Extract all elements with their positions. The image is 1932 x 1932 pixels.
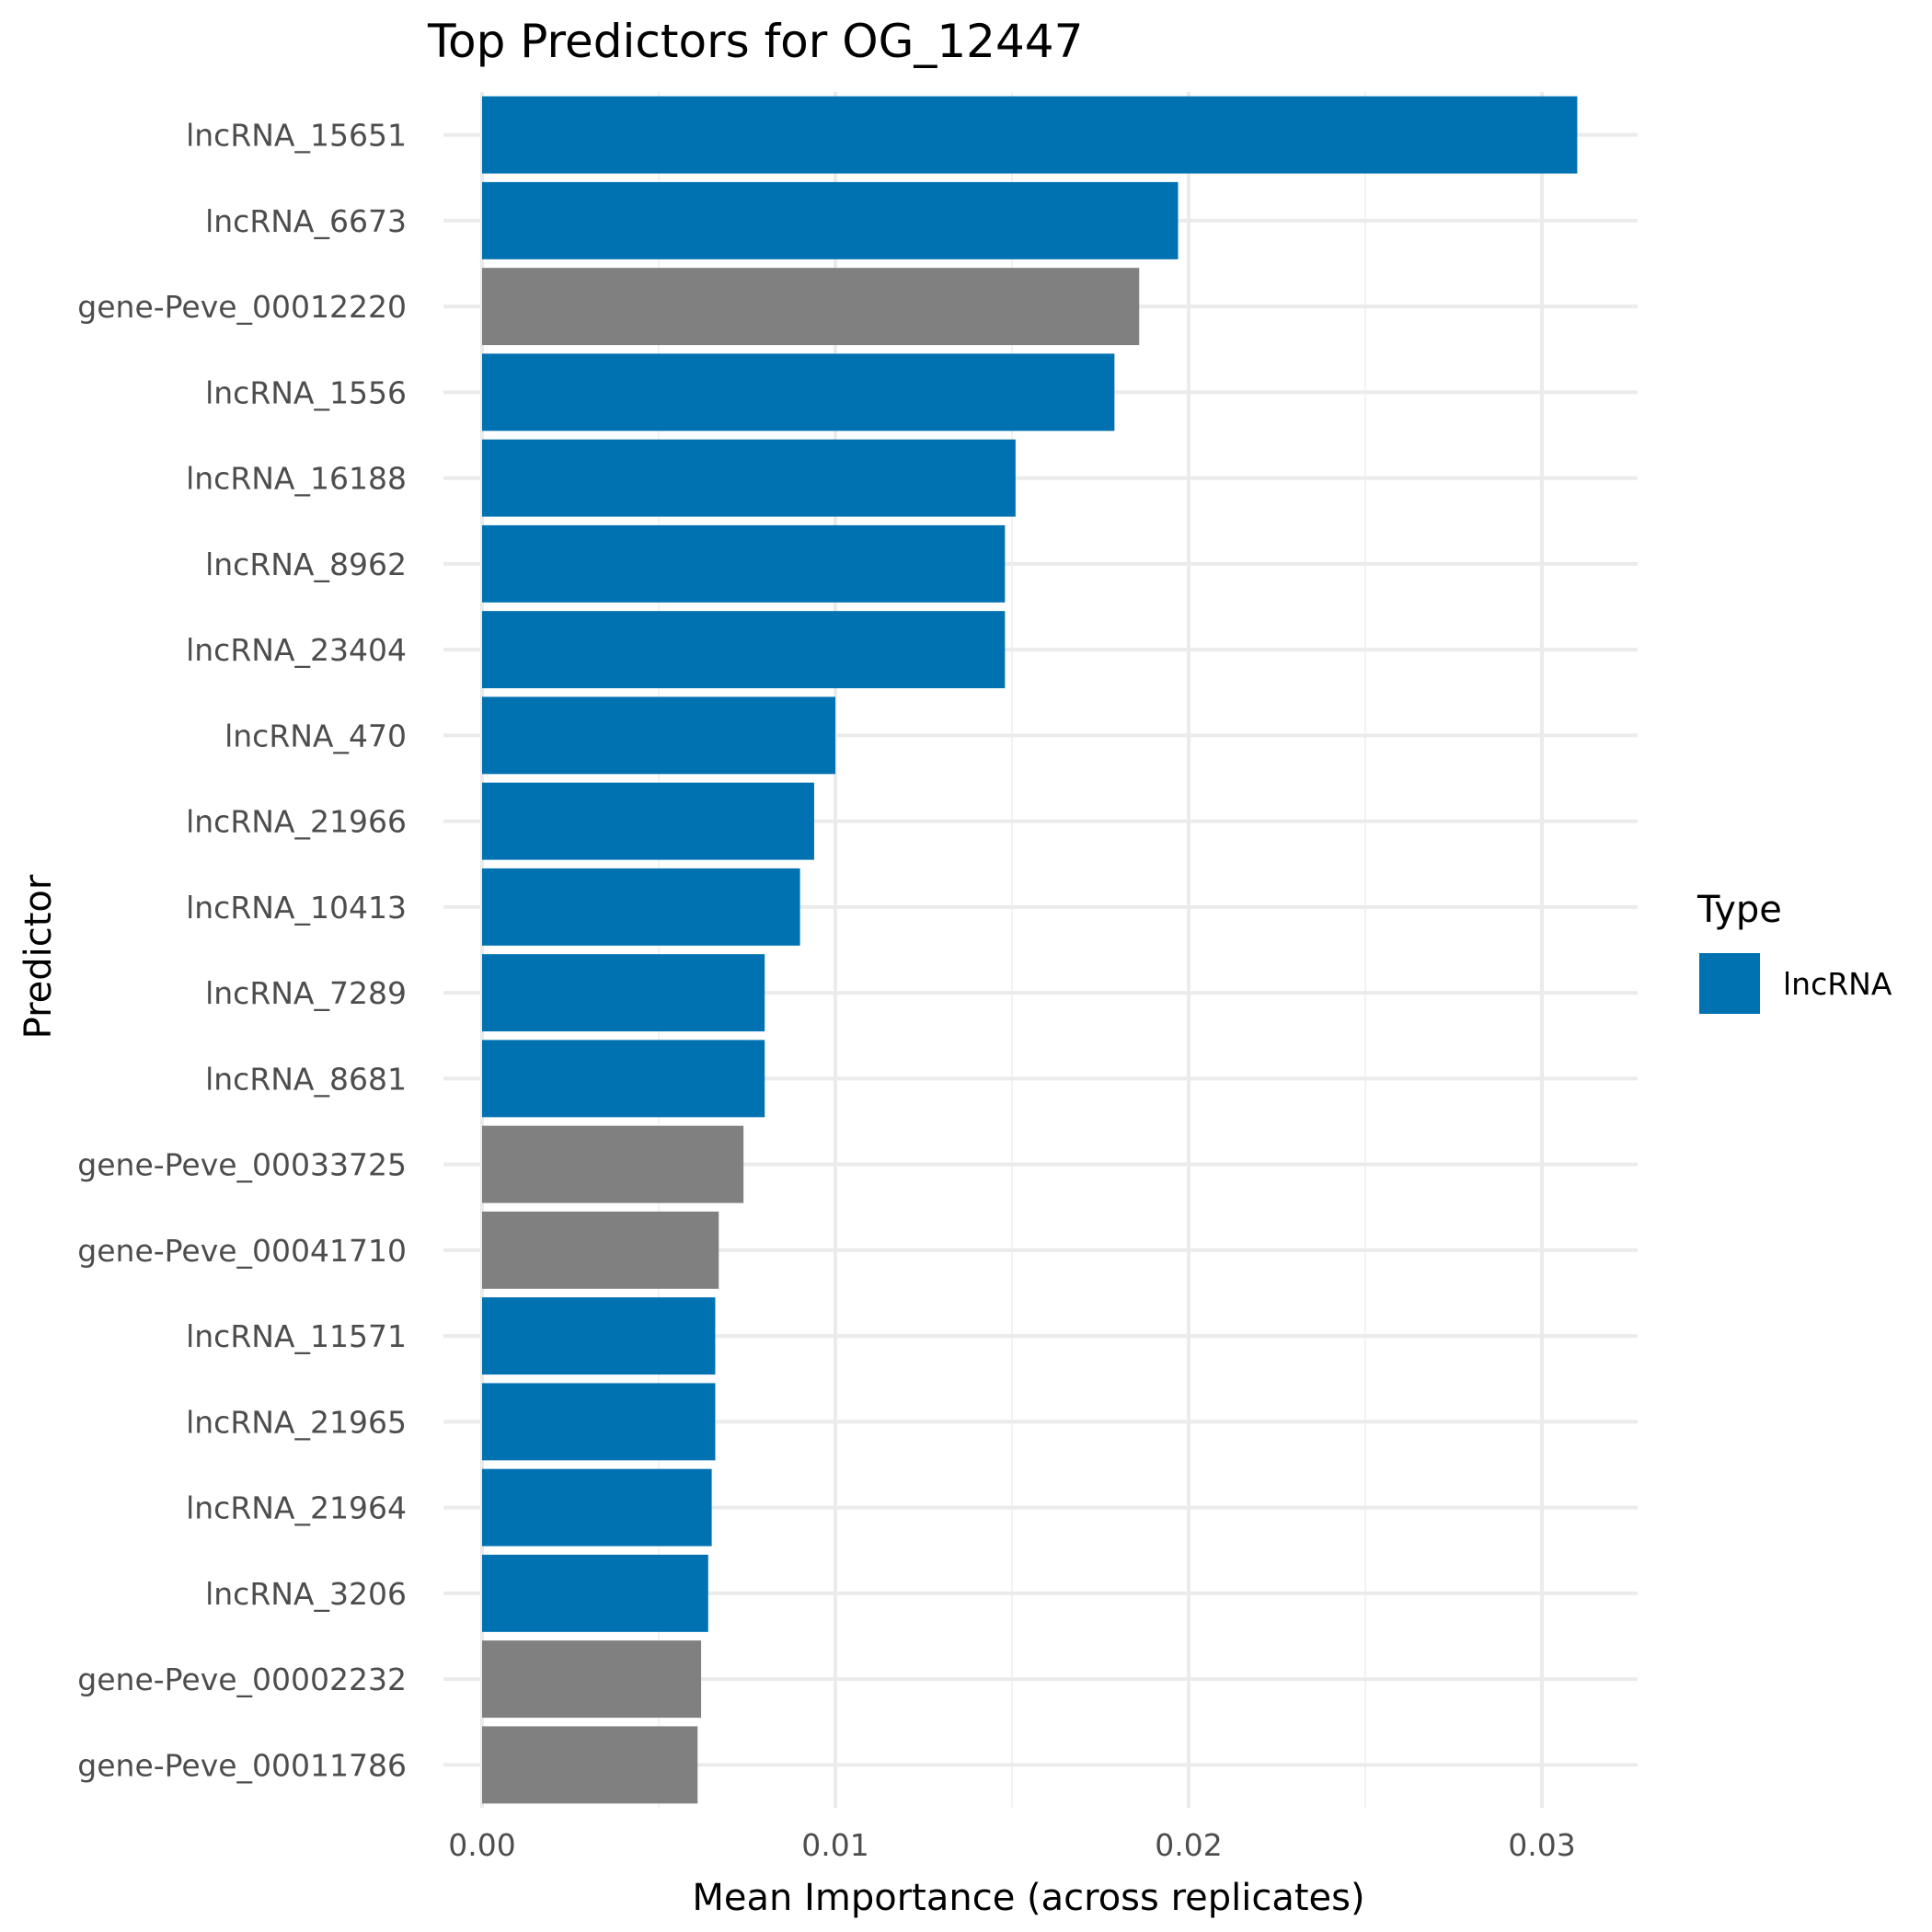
grid-lines bbox=[443, 92, 1638, 1808]
x-tick-label: 0.00 bbox=[448, 1827, 515, 1863]
y-tick-label: lncRNA_3206 bbox=[205, 1576, 407, 1612]
bar-lncrna-21966 bbox=[482, 782, 814, 860]
y-tick-label: lncRNA_470 bbox=[224, 718, 407, 753]
bar-lncrna-23404 bbox=[482, 611, 1006, 689]
y-tick-label: lncRNA_23404 bbox=[186, 632, 407, 668]
bar-gene-peve-00033725 bbox=[482, 1125, 744, 1203]
y-tick-label: gene-Peve_00041710 bbox=[77, 1233, 407, 1269]
y-tick-label: lncRNA_21965 bbox=[186, 1404, 407, 1440]
bar-gene-peve-00002232 bbox=[482, 1640, 702, 1719]
y-tick-label: lncRNA_21966 bbox=[186, 804, 407, 840]
y-axis-title: Predictor bbox=[17, 874, 60, 1039]
bar-lncrna-15651 bbox=[482, 96, 1578, 174]
y-tick-label: lncRNA_8962 bbox=[205, 546, 407, 582]
bar-gene-peve-00012220 bbox=[482, 268, 1140, 346]
x-tick-label: 0.02 bbox=[1155, 1827, 1222, 1863]
legend-title: Type bbox=[1696, 889, 1782, 931]
bars bbox=[482, 96, 1578, 1804]
y-tick-label: lncRNA_15651 bbox=[186, 118, 407, 154]
legend-label-lncrna: lncRNA bbox=[1783, 966, 1892, 1002]
bar-lncrna-1556 bbox=[482, 353, 1115, 431]
bar-gene-peve-00041710 bbox=[482, 1211, 719, 1289]
x-tick-label: 0.01 bbox=[801, 1827, 868, 1863]
bar-lncrna-10413 bbox=[482, 868, 800, 946]
x-axis-title: Mean Importance (across replicates) bbox=[692, 1877, 1364, 1919]
x-axis-tick-labels: 0.00 0.01 0.02 0.03 bbox=[448, 1827, 1575, 1863]
y-tick-label: lncRNA_11571 bbox=[186, 1318, 407, 1354]
y-tick-label: gene-Peve_00033725 bbox=[77, 1147, 407, 1183]
x-tick-label: 0.03 bbox=[1508, 1827, 1575, 1863]
y-tick-label: lncRNA_8681 bbox=[205, 1061, 407, 1097]
chart-title: Top Predictors for OG_12447 bbox=[427, 15, 1083, 68]
y-tick-label: lncRNA_6673 bbox=[205, 203, 407, 239]
y-tick-label: gene-Peve_00011786 bbox=[77, 1747, 407, 1783]
bar-lncrna-11571 bbox=[482, 1297, 716, 1375]
y-tick-label: lncRNA_10413 bbox=[186, 890, 407, 926]
bar-lncrna-21964 bbox=[482, 1468, 712, 1547]
bar-lncrna-7289 bbox=[482, 954, 765, 1032]
bar-lncrna-8681 bbox=[482, 1040, 765, 1118]
bar-lncrna-470 bbox=[482, 696, 835, 775]
bar-lncrna-16188 bbox=[482, 439, 1016, 517]
y-tick-label: lncRNA_7289 bbox=[205, 975, 407, 1011]
legend-swatch-lncrna bbox=[1699, 953, 1760, 1014]
bar-lncrna-6673 bbox=[482, 181, 1179, 259]
y-axis-tick-labels: lncRNA_15651 lncRNA_6673 gene-Peve_0001222… bbox=[77, 118, 407, 1784]
bar-lncrna-21965 bbox=[482, 1383, 716, 1461]
y-tick-label: gene-Peve_00002232 bbox=[77, 1662, 407, 1697]
y-tick-label: lncRNA_16188 bbox=[186, 461, 407, 497]
y-tick-label: lncRNA_21964 bbox=[186, 1490, 407, 1526]
y-tick-label: gene-Peve_00012220 bbox=[77, 289, 407, 325]
y-tick-label: lncRNA_1556 bbox=[205, 374, 407, 410]
bar-gene-peve-00011786 bbox=[482, 1726, 698, 1804]
bar-lncrna-8962 bbox=[482, 524, 1006, 603]
legend: Type lncRNA bbox=[1696, 889, 1892, 1014]
bar-lncrna-3206 bbox=[482, 1554, 708, 1632]
